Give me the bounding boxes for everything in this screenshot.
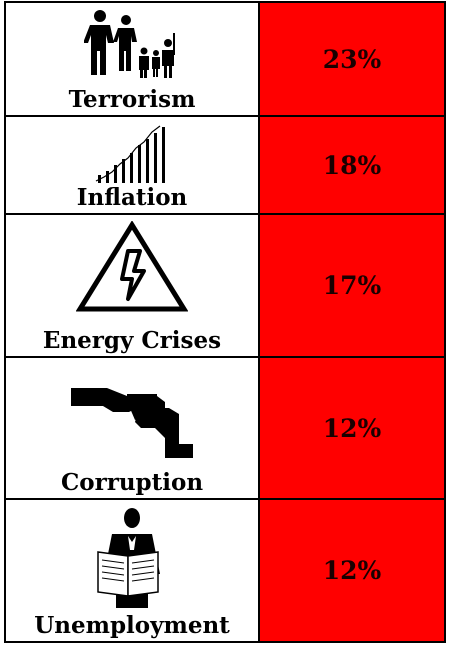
table-row: Energy Crises 17%	[4, 213, 446, 358]
label-cell-corruption: Corruption	[4, 356, 260, 500]
table-row: Unemployment 12%	[4, 498, 446, 643]
value-cell-inflation: 18%	[258, 115, 446, 215]
man-reading-newspaper-icon	[97, 508, 160, 608]
table-row: Corruption 12%	[4, 356, 446, 500]
value-label: 12%	[322, 413, 382, 443]
category-label: Terrorism	[68, 86, 196, 113]
value-label: 18%	[322, 150, 382, 180]
value-label: 17%	[322, 271, 382, 300]
category-label: Unemployment	[34, 612, 230, 639]
table-row: Terrorism 23%	[4, 1, 446, 117]
label-cell-unemployment: Unemployment	[4, 498, 260, 643]
high-voltage-icon	[76, 221, 188, 312]
category-label: Corruption	[60, 469, 204, 496]
value-cell-energy-crises: 17%	[258, 213, 446, 358]
table-row: Inflation 18%	[4, 115, 446, 215]
label-cell-energy-crises: Energy Crises	[4, 213, 260, 358]
value-cell-unemployment: 12%	[258, 498, 446, 643]
value-label: 23%	[322, 44, 382, 74]
value-cell-corruption: 12%	[258, 356, 446, 500]
label-cell-terrorism: Terrorism	[4, 1, 260, 117]
rising-bars-icon	[95, 125, 165, 183]
issues-table: Terrorism 23%	[4, 1, 446, 643]
value-label: 12%	[322, 556, 382, 585]
category-label: Energy Crises	[42, 327, 222, 354]
soldiers-icon	[84, 10, 175, 78]
value-cell-terrorism: 23%	[258, 1, 446, 117]
category-label: Inflation	[76, 184, 188, 211]
label-cell-inflation: Inflation	[4, 115, 260, 215]
bribe-handshake-icon	[71, 388, 193, 458]
